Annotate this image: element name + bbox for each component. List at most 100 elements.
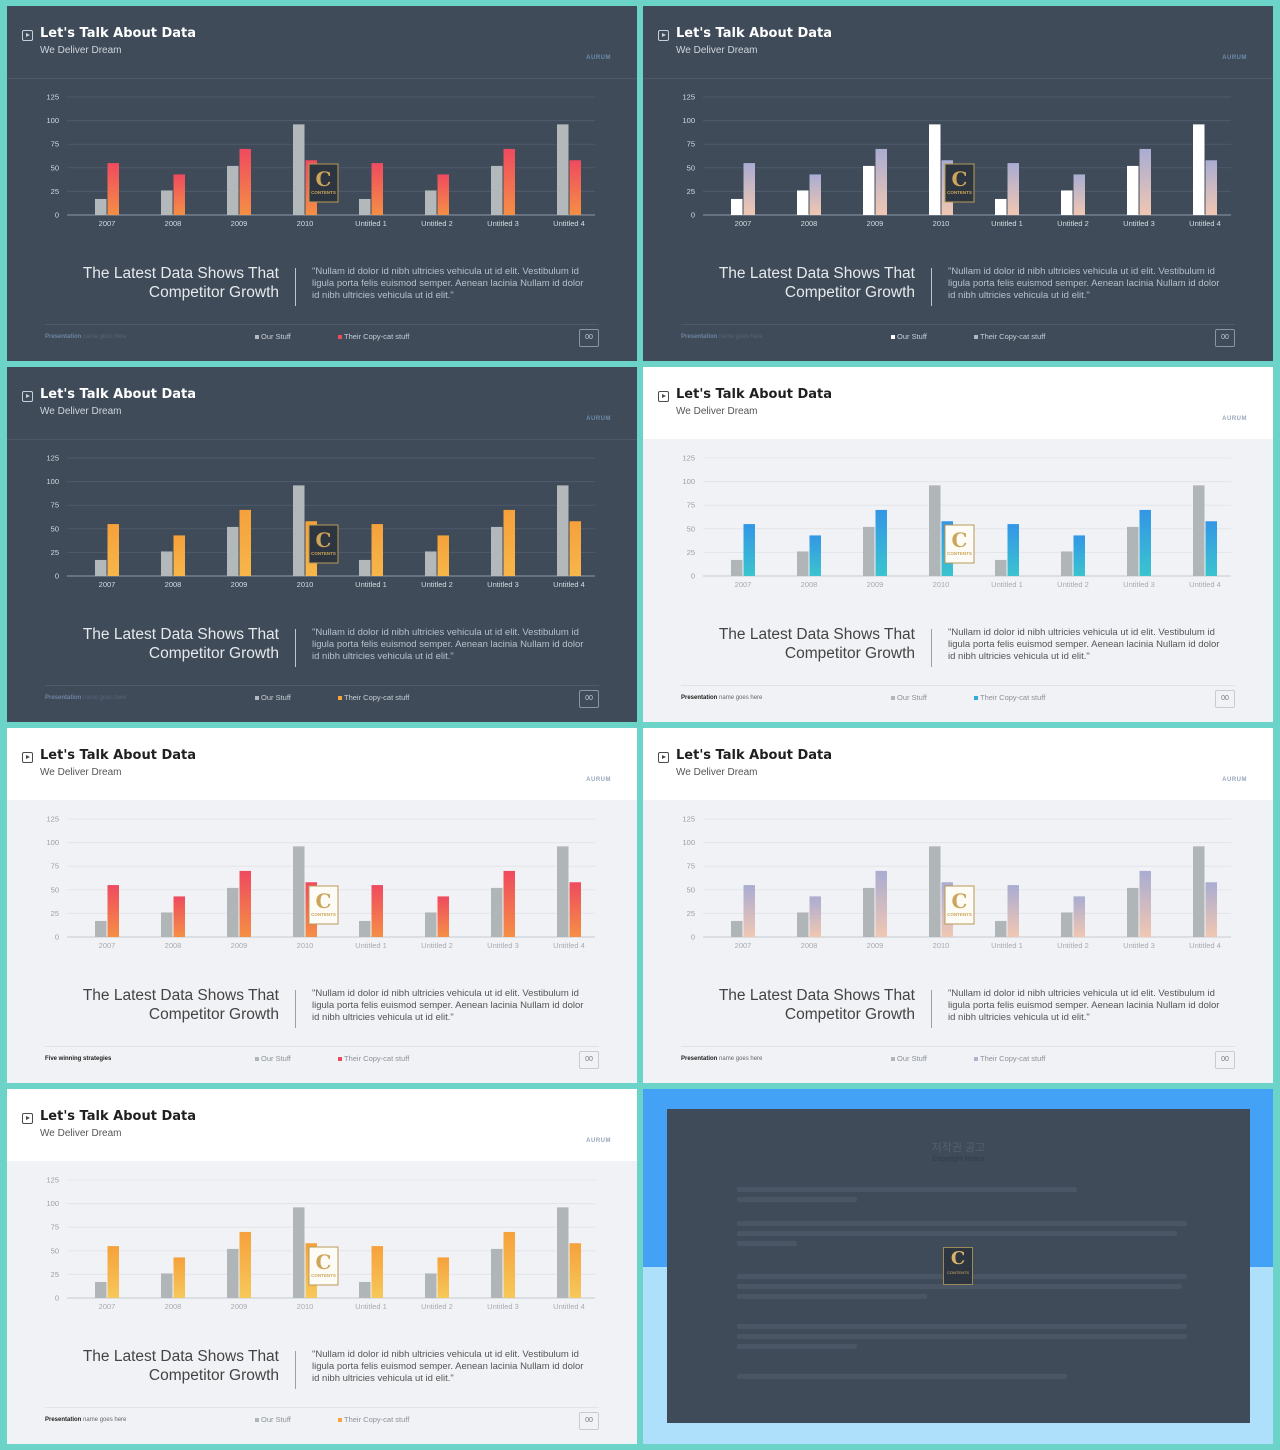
- headline-line-1: The Latest Data Shows That: [718, 265, 915, 282]
- footer-divider: [45, 1046, 599, 1047]
- footer-divider: [681, 324, 1235, 325]
- legend-swatch: [338, 1418, 342, 1423]
- play-icon: [658, 752, 669, 763]
- legend-our-stuff: Our Stuff: [891, 1054, 927, 1063]
- footer-caption: Presentation name goes here: [681, 695, 762, 701]
- footer-caption-rest: name goes here: [83, 1417, 127, 1423]
- brand-label: AURUM: [1222, 55, 1247, 61]
- contents-logo: [944, 524, 975, 564]
- y-tick-label: 75: [51, 140, 59, 149]
- legend-swatch: [255, 335, 259, 340]
- bar-our-stuff: [491, 1248, 503, 1298]
- bar-our-stuff: [797, 912, 809, 937]
- slide-subtitle: We Deliver Dream: [676, 45, 758, 56]
- brand-label: AURUM: [1222, 777, 1247, 783]
- legend-swatch: [891, 335, 895, 340]
- footer-caption: Presentation name goes here: [45, 695, 126, 701]
- bar-chart: 0 25 50 75 100 125 2007 2008 2009 2010 Untitled 1 U…: [46, 454, 595, 589]
- footer-caption-bold: Presentation: [681, 695, 718, 701]
- brand-label: AURUM: [586, 777, 611, 783]
- x-category-label: 2010: [297, 941, 314, 950]
- x-category-label: 2010: [933, 941, 950, 950]
- headline: The Latest Data Shows That Competitor Gro…: [83, 1347, 279, 1385]
- contents-logo: [308, 885, 339, 925]
- x-category-label: 2009: [867, 580, 884, 589]
- bar-their-stuff: [107, 1246, 119, 1298]
- x-category-label: 2010: [933, 219, 950, 228]
- divider: [931, 629, 932, 667]
- play-icon: [658, 391, 669, 402]
- divider: [295, 629, 296, 667]
- bar-chart: 0 25 50 75 100 125 2007 2008 2009 2010 Untitled 1 U…: [46, 1176, 595, 1311]
- legend-our-stuff: Our Stuff: [255, 1415, 291, 1424]
- bar-our-stuff: [557, 846, 569, 937]
- bar-their-stuff: [371, 163, 383, 215]
- bar-their-stuff: [107, 163, 119, 215]
- bar-our-stuff: [293, 485, 305, 576]
- bar-our-stuff: [797, 551, 809, 576]
- y-tick-label: 75: [687, 862, 695, 871]
- y-tick-label: 125: [46, 1176, 59, 1185]
- footer-caption-rest: name goes here: [83, 334, 127, 340]
- y-tick-label: 125: [682, 93, 695, 102]
- x-category-label: 2010: [297, 580, 314, 589]
- bar-their-stuff: [107, 524, 119, 576]
- footer-caption: Presentation name goes here: [45, 334, 126, 340]
- slide-subtitle: We Deliver Dream: [40, 1128, 122, 1139]
- headline-line-1: The Latest Data Shows That: [82, 265, 279, 282]
- y-tick-label: 50: [687, 885, 695, 894]
- bar-their-stuff: [173, 535, 185, 576]
- copyright-text-line: [737, 1231, 1177, 1236]
- copyright-text-line: [737, 1241, 797, 1246]
- bar-our-stuff: [557, 1207, 569, 1298]
- legend-swatch: [974, 696, 978, 701]
- bar-their-stuff: [1073, 535, 1085, 576]
- page-number: 00: [579, 690, 599, 708]
- footer-caption: Five winning strategies: [45, 1056, 111, 1062]
- bar-their-stuff: [1007, 885, 1019, 937]
- logo-text: CONTENTS: [311, 551, 336, 556]
- legend-label: Their Copy-cat stuff: [980, 1054, 1046, 1063]
- legend-label: Their Copy-cat stuff: [344, 1415, 410, 1424]
- slide-subtitle: We Deliver Dream: [40, 767, 122, 778]
- bar-our-stuff: [731, 198, 743, 215]
- bar-their-stuff: [239, 148, 251, 215]
- x-category-label: 2008: [801, 941, 818, 950]
- x-category-label: Untitled 3: [1123, 941, 1155, 950]
- legend-label: Our Stuff: [261, 332, 291, 341]
- y-tick-label: 100: [46, 1199, 59, 1208]
- bar-their-stuff: [569, 1243, 581, 1298]
- bar-our-stuff: [995, 920, 1007, 937]
- slide-6: Let's Talk About Data We Deliver Dream AUR…: [643, 728, 1273, 1083]
- legend-label: Our Stuff: [261, 1054, 291, 1063]
- x-category-label: 2008: [165, 580, 182, 589]
- legend-label: Their Copy-cat stuff: [344, 332, 410, 341]
- x-category-label: 2009: [231, 941, 248, 950]
- bar-their-stuff: [1139, 148, 1151, 215]
- logo-letter: C: [316, 1250, 332, 1274]
- divider: [295, 990, 296, 1028]
- slide-header: Let's Talk About Data We Deliver Dream AUR…: [7, 728, 637, 800]
- legend-label: Our Stuff: [261, 693, 291, 702]
- bar-their-stuff: [1205, 882, 1217, 937]
- play-icon: [22, 752, 33, 763]
- headline: The Latest Data Shows That Competitor Gro…: [719, 986, 915, 1024]
- slide-5: Let's Talk About Data We Deliver Dream AUR…: [7, 728, 637, 1083]
- x-category-label: Untitled 2: [421, 941, 453, 950]
- footer-caption-rest: name goes here: [719, 695, 763, 701]
- x-category-label: Untitled 1: [991, 941, 1023, 950]
- y-tick-label: 0: [55, 211, 59, 220]
- page-number: 00: [1215, 329, 1235, 347]
- headline-line-1: The Latest Data Shows That: [718, 626, 915, 643]
- bar-their-stuff: [437, 1257, 449, 1298]
- quote-text: "Nullam id dolor id nibh ultricies vehic…: [312, 627, 584, 662]
- bar-our-stuff: [1127, 887, 1139, 937]
- bar-their-stuff: [1073, 174, 1085, 215]
- legend-label: Our Stuff: [897, 1054, 927, 1063]
- brand-label: AURUM: [586, 55, 611, 61]
- y-tick-label: 50: [687, 524, 695, 533]
- logo-letter: C: [316, 167, 332, 191]
- footer-divider: [45, 685, 599, 686]
- x-category-label: Untitled 4: [1189, 941, 1221, 950]
- copyright-text-line: [737, 1324, 1187, 1329]
